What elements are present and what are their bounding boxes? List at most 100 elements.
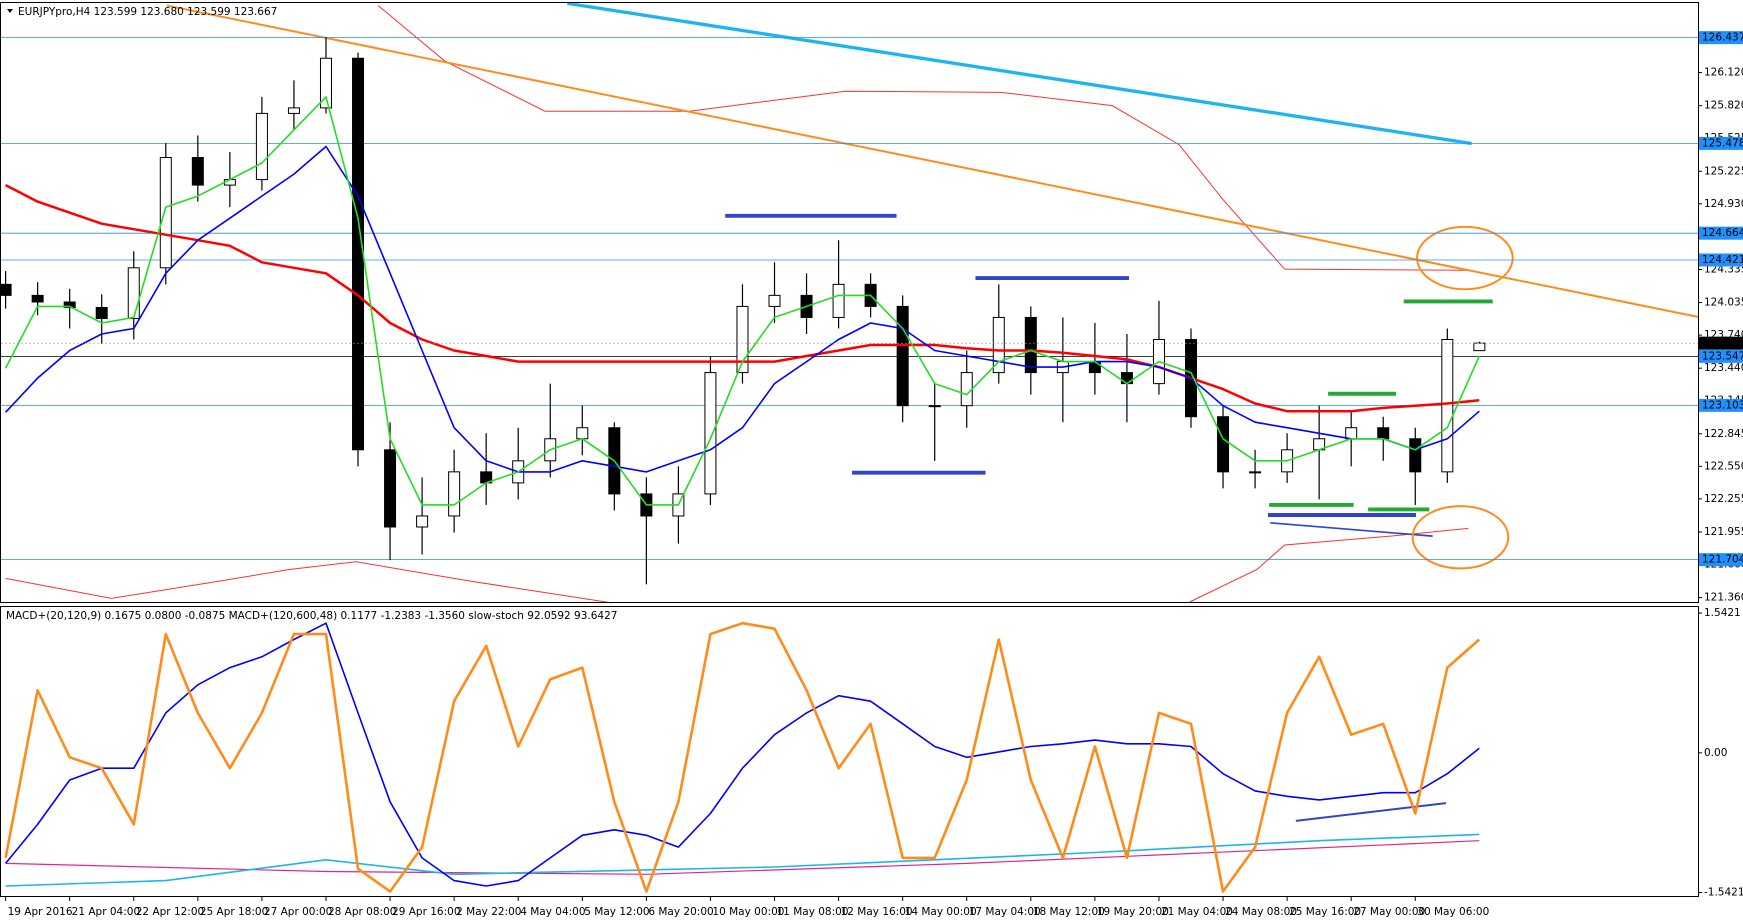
- x-tick-label: 10 May 00:00: [712, 906, 784, 918]
- level-label: 126.437: [1702, 32, 1743, 44]
- indicator-line: [4, 622, 1480, 887]
- x-tick-label: 25 Apr 18:00: [200, 906, 268, 918]
- trendline: [567, 1, 1472, 146]
- level-label: 124.421: [1702, 254, 1743, 266]
- candle-body: [287, 107, 300, 114]
- candle-body: [95, 307, 108, 320]
- y-tick-label: 1.5421: [1704, 607, 1741, 619]
- candle-body: [191, 157, 204, 186]
- candle-body: [1473, 342, 1486, 352]
- x-tick-label: 19 Apr 2016: [8, 906, 73, 918]
- candle-body: [768, 294, 781, 307]
- level-tag: [1699, 31, 1743, 45]
- candle-body: [896, 305, 909, 407]
- y-tick-label: 125.225: [1704, 165, 1743, 177]
- candle-body: [255, 112, 268, 181]
- indicator-line: [5, 145, 1480, 473]
- candle-body: [736, 305, 749, 374]
- envelope-lower: [5, 561, 612, 604]
- x-tick-label: 18 May 12:00: [1033, 906, 1105, 918]
- indicator-panel-frame: [0, 606, 1699, 897]
- envelope-lower-right: [1189, 527, 1469, 603]
- x-tick-label: 22 Apr 12:00: [136, 906, 204, 918]
- indicator-line: [5, 840, 1480, 875]
- candle-body: [704, 372, 717, 495]
- indicator-line: [5, 833, 1480, 887]
- indicator-line: [4, 96, 1481, 506]
- y-tick-label: 124.035: [1704, 297, 1743, 309]
- candle-body: [1441, 339, 1454, 473]
- x-tick-label: 29 Apr 16:00: [392, 906, 460, 918]
- y-tick-label: 125.820: [1704, 100, 1743, 112]
- x-tick-label: 19 May 20:00: [1097, 906, 1169, 918]
- level-tag: [1699, 349, 1743, 363]
- candle-body: [1249, 471, 1262, 474]
- level-tag: [1699, 136, 1743, 150]
- candle-body: [159, 157, 172, 269]
- resistance-marks: [725, 213, 1416, 517]
- menu-triangle: [7, 9, 13, 13]
- x-tick-label: 27 May 00:00: [1353, 906, 1425, 918]
- candle-body: [576, 427, 589, 440]
- y-tick-label: 122.255: [1704, 493, 1743, 505]
- current-price-label: 123.667: [1702, 337, 1743, 349]
- x-tick-label: 11 May 08:00: [777, 906, 849, 918]
- support-marks: [1269, 299, 1493, 512]
- candle-body: [319, 57, 332, 109]
- y-tick-label: 121.955: [1704, 526, 1743, 538]
- panel-title: EURJPYpro,H4 123.599 123.680 123.599 123…: [18, 6, 277, 18]
- divergence-line: [1270, 521, 1433, 537]
- x-tick-label: 5 May 12:00: [584, 906, 649, 918]
- y-tick-label: 0.00: [1704, 747, 1727, 759]
- candle-body: [1024, 316, 1037, 374]
- y-tick-label: 124.930: [1704, 198, 1743, 210]
- level-label: 121.704: [1702, 554, 1743, 566]
- x-tick-label: 4 May 04:00: [520, 906, 585, 918]
- candle-body: [1120, 372, 1133, 385]
- level-tag: [1699, 398, 1743, 412]
- candle-body: [1345, 427, 1358, 440]
- x-tick-label: 12 May 16:00: [841, 906, 913, 918]
- candle-body: [1088, 361, 1101, 374]
- candle-body: [352, 57, 365, 451]
- envelope-upper: [377, 5, 1469, 271]
- x-tick-label: 30 May 06:00: [1417, 906, 1489, 918]
- x-tick-label: 6 May 20:00: [648, 906, 713, 918]
- level-label: 124.664: [1702, 227, 1743, 239]
- level-label: 123.547: [1702, 350, 1743, 362]
- indicator-line: [4, 621, 1481, 893]
- divergence-line: [1295, 802, 1447, 822]
- current-price-tag: [1699, 336, 1743, 350]
- level-tag: [1699, 553, 1743, 567]
- candle-body: [1409, 438, 1422, 473]
- x-tick-label: 25 May 16:00: [1289, 906, 1361, 918]
- y-tick-label: 121.360: [1704, 592, 1743, 604]
- x-tick-label: 21 May 04:00: [1161, 906, 1233, 918]
- highlight-ellipse: [1411, 505, 1510, 570]
- x-tick-label: 21 Apr 04:00: [72, 906, 140, 918]
- highlight-ellipse: [1416, 225, 1514, 291]
- candle-body: [63, 301, 76, 309]
- x-tick-label: 17 May 04:00: [969, 906, 1041, 918]
- x-tick-label: 24 May 08:00: [1225, 906, 1297, 918]
- x-tick-label: 2 May 22:00: [456, 906, 521, 918]
- candle-body: [992, 316, 1005, 374]
- level-tag: [1699, 226, 1743, 240]
- y-tick-label: 122.845: [1704, 428, 1743, 440]
- level-label: 125.478: [1702, 137, 1743, 149]
- candle-body: [928, 405, 941, 408]
- candle-body: [832, 283, 845, 318]
- y-tick-label: 122.550: [1704, 460, 1743, 472]
- x-tick-label: 14 May 00:00: [905, 906, 977, 918]
- candle-body: [0, 283, 12, 296]
- candle-body: [960, 372, 973, 407]
- candle-body: [416, 515, 429, 528]
- level-tag: [1699, 253, 1743, 267]
- candle-body: [448, 471, 461, 517]
- x-tick-label: 27 Apr 00:00: [264, 906, 332, 918]
- candle-body: [127, 267, 140, 320]
- y-tick-label: 126.120: [1704, 67, 1743, 79]
- x-tick-label: 28 Apr 08:00: [328, 906, 396, 918]
- y-tick-label: -1.5421: [1704, 887, 1743, 899]
